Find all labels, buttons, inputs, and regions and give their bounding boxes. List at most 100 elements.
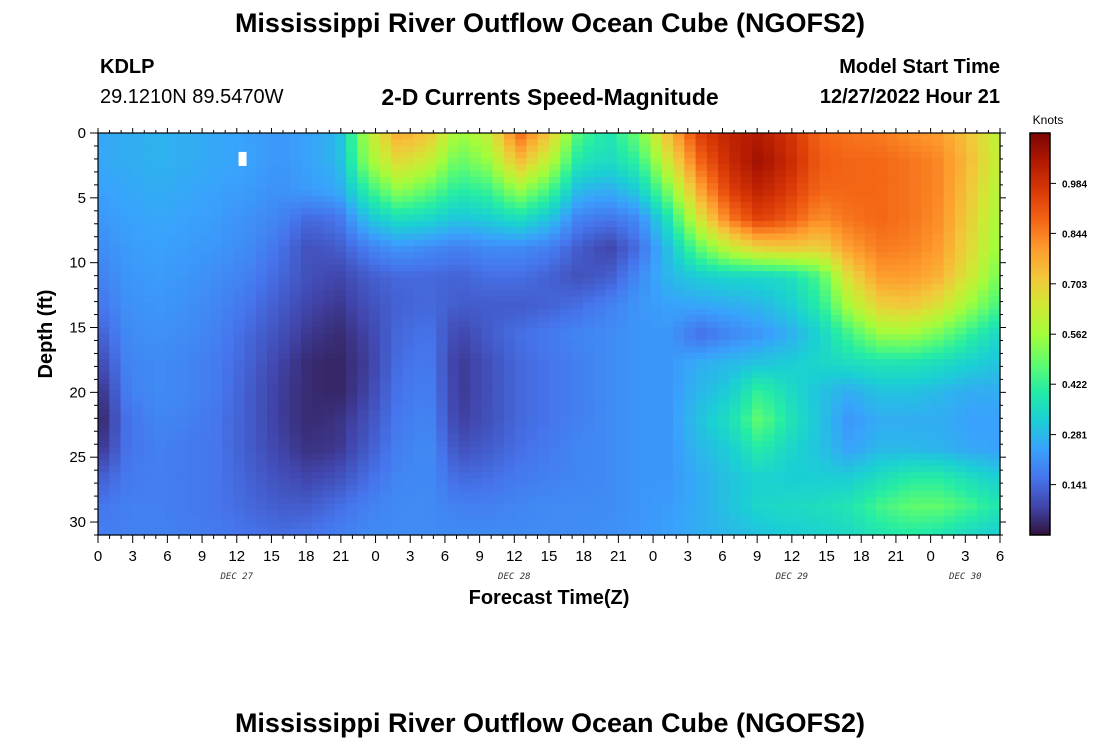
heatmap-cell — [312, 189, 325, 197]
heatmap-cell — [255, 352, 268, 360]
heatmap-cell — [605, 176, 618, 184]
heatmap-cell — [154, 340, 167, 348]
heatmap-cell — [131, 409, 144, 417]
heatmap-cell — [988, 472, 1001, 480]
heatmap-cell — [943, 334, 956, 341]
heatmap-cell — [424, 352, 437, 360]
heatmap-cell — [312, 183, 325, 191]
heatmap-cell — [808, 465, 821, 473]
heatmap-cell — [447, 415, 460, 423]
heatmap-cell — [650, 202, 663, 209]
heatmap-cell — [808, 202, 821, 209]
heatmap-cell — [391, 133, 404, 140]
heatmap-cell — [165, 377, 178, 385]
heatmap-cell — [864, 459, 877, 467]
heatmap-cell — [357, 371, 370, 379]
heatmap-cell — [413, 145, 426, 153]
heatmap-cell — [109, 145, 122, 153]
heatmap-cell — [255, 509, 268, 517]
heatmap-cell — [616, 220, 629, 228]
heatmap-cell — [470, 390, 482, 398]
heatmap-cell — [98, 321, 110, 329]
heatmap-cell — [391, 522, 404, 530]
heatmap-cell — [661, 151, 674, 159]
heatmap-cell — [424, 283, 437, 291]
heatmap-cell — [199, 516, 212, 524]
heatmap-cell — [661, 302, 674, 310]
heatmap-cell — [436, 340, 449, 348]
heatmap-cell — [357, 516, 370, 524]
heatmap-cell — [503, 453, 516, 461]
heatmap-cell — [842, 516, 855, 524]
heatmap-cell — [492, 484, 505, 492]
heatmap-cell — [176, 503, 189, 511]
heatmap-cell — [853, 239, 866, 247]
heatmap-cell — [549, 252, 561, 260]
heatmap-cell — [165, 491, 178, 498]
heatmap-cell — [143, 290, 155, 297]
heatmap-cell — [289, 484, 302, 492]
heatmap-cell — [819, 170, 832, 178]
heatmap-cell — [729, 365, 742, 373]
heatmap-cell — [346, 271, 358, 279]
heatmap-cell — [470, 516, 482, 524]
heatmap-cell — [594, 302, 606, 310]
heatmap-cell — [594, 139, 606, 147]
heatmap-cell — [875, 453, 888, 461]
heatmap-cell — [909, 264, 922, 272]
heatmap-cell — [706, 158, 719, 166]
heatmap-cell — [199, 302, 212, 310]
heatmap-cell — [549, 189, 561, 197]
heatmap-cell — [210, 447, 223, 454]
heatmap-cell — [774, 396, 787, 404]
heatmap-cell — [492, 346, 505, 354]
heatmap-cell — [571, 403, 584, 410]
heatmap-cell — [774, 484, 787, 492]
heatmap-cell — [312, 277, 325, 285]
heatmap-cell — [875, 258, 888, 266]
heatmap-cell — [233, 296, 246, 304]
heatmap-cell — [143, 302, 155, 310]
heatmap-cell — [255, 246, 268, 253]
heatmap-cell — [244, 227, 257, 235]
heatmap-cell — [594, 176, 606, 184]
heatmap-cell — [154, 202, 167, 209]
heatmap-cell — [222, 371, 234, 379]
heatmap-cell — [98, 453, 110, 461]
heatmap-cell — [582, 176, 595, 184]
heatmap-cell — [740, 308, 753, 316]
heatmap-cell — [98, 252, 110, 260]
heatmap-cell — [639, 334, 652, 341]
heatmap-cell — [819, 239, 832, 247]
heatmap-cell — [300, 497, 313, 505]
heatmap-cell — [458, 202, 471, 209]
heatmap-cell — [977, 415, 990, 423]
heatmap-cell — [165, 403, 178, 410]
heatmap-cell — [842, 252, 855, 260]
heatmap-cell — [740, 327, 753, 335]
heatmap-cell — [797, 409, 809, 417]
heatmap-cell — [650, 327, 663, 335]
heatmap-cell — [673, 145, 685, 153]
heatmap-cell — [943, 296, 956, 304]
heatmap-cell — [515, 421, 528, 429]
heatmap-cell — [673, 359, 685, 367]
heatmap-cell — [300, 271, 313, 279]
heatmap-cell — [988, 503, 1001, 511]
heatmap-cell — [718, 227, 731, 235]
heatmap-cell — [199, 321, 212, 329]
heatmap-cell — [887, 359, 900, 367]
heatmap-cell — [943, 264, 956, 272]
heatmap-cell — [120, 220, 133, 228]
heatmap-cell — [560, 421, 573, 429]
heatmap-cell — [413, 252, 426, 260]
heatmap-cell — [368, 440, 381, 448]
heatmap-cell — [188, 509, 201, 517]
heatmap-cell — [255, 377, 268, 385]
heatmap-cell — [278, 296, 291, 304]
heatmap-cell — [515, 189, 528, 197]
heatmap-cell — [875, 459, 888, 467]
heatmap-cell — [582, 302, 595, 310]
heatmap-cell — [199, 465, 212, 473]
heatmap-cell — [391, 371, 404, 379]
